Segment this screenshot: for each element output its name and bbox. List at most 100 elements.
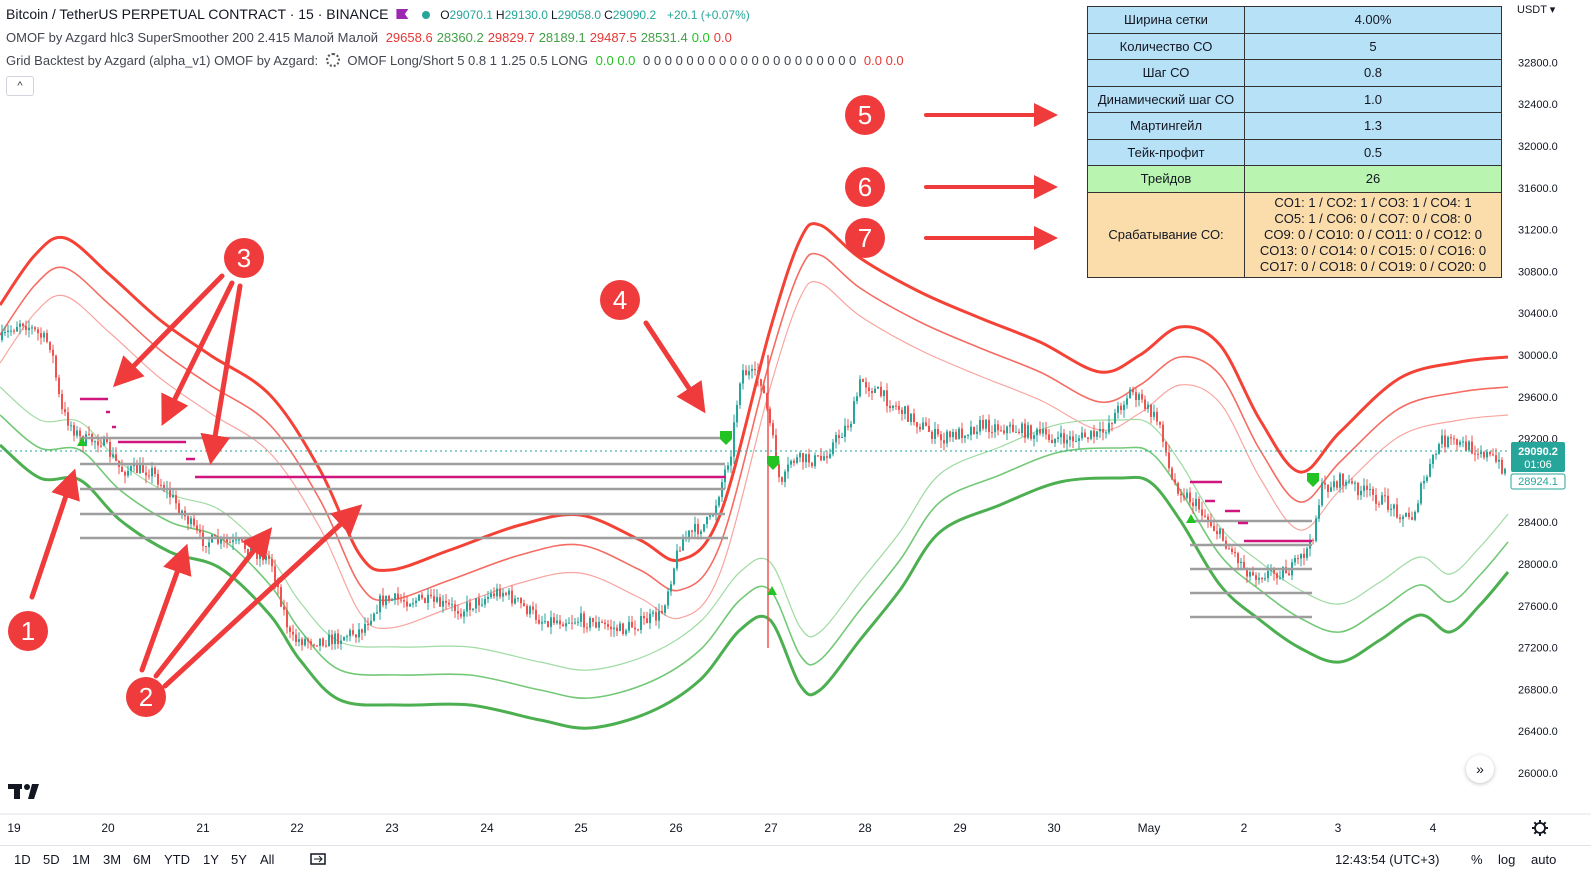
candle-body	[1471, 441, 1473, 454]
time-axis-label: 2	[1241, 821, 1248, 835]
candle-body	[520, 597, 522, 604]
currency-selector[interactable]: USDT ▾	[1517, 4, 1556, 16]
candle-body	[1054, 438, 1056, 444]
price-axis-label: 30400.0	[1518, 308, 1558, 320]
candle-body	[1267, 570, 1269, 579]
percent-toggle[interactable]: %	[1471, 852, 1483, 867]
candle-body	[727, 465, 729, 470]
ohlc-key: H	[495, 8, 505, 22]
candle-body	[1243, 561, 1245, 569]
timeframe-5y[interactable]: 5Y	[231, 852, 247, 867]
param-value: 1.0	[1244, 85, 1502, 113]
candle-body	[907, 406, 909, 422]
indicator1-legend[interactable]: OMOF by Azgard hlc3 SuperSmoother 200 2.…	[6, 30, 740, 45]
annotation-number: 2	[139, 682, 153, 712]
timeframe-1d[interactable]: 1D	[14, 852, 31, 867]
candle-body	[880, 386, 882, 397]
tradingview-logo[interactable]	[8, 782, 46, 808]
candle-body	[1339, 473, 1341, 488]
candle-body	[1321, 482, 1323, 506]
candle-body	[55, 355, 57, 378]
compare-button[interactable]	[310, 852, 328, 869]
candle-body	[883, 390, 885, 397]
candle-body	[634, 627, 636, 630]
candle-body	[94, 441, 96, 443]
params-row: Шаг СО 0.8	[1087, 59, 1502, 87]
candle-body	[631, 621, 633, 628]
timeframe-1m[interactable]: 1M	[72, 852, 91, 867]
param-value: 0.8	[1244, 59, 1502, 87]
candle-body	[442, 600, 444, 607]
candle-body	[37, 329, 39, 334]
candle-body	[664, 605, 666, 613]
last-price-text: 29090.2	[1518, 446, 1558, 458]
long-signal-marker	[767, 586, 777, 595]
candle-body	[679, 550, 681, 552]
candle-body	[691, 530, 693, 532]
candle-body	[964, 435, 966, 438]
candle-body	[1504, 468, 1506, 474]
candle-body	[796, 457, 798, 463]
candle-body	[40, 333, 42, 338]
param-value: 1.3	[1244, 112, 1502, 140]
candle-body	[895, 405, 897, 407]
upper-band-outer-line	[0, 222, 1509, 572]
candle-body	[913, 413, 915, 423]
candle-body	[595, 622, 597, 628]
candle-body	[1096, 431, 1098, 437]
candle-body	[1216, 530, 1218, 535]
indicator2-values-a: 0.0 0.0	[595, 53, 636, 68]
symbol-title[interactable]: Bitcoin / TetherUS PERPETUAL CONTRACT · …	[6, 6, 389, 22]
candle-body	[19, 323, 21, 327]
double-chevron-right-icon: »	[1476, 761, 1484, 777]
timeframe-5d[interactable]: 5D	[43, 852, 60, 867]
ohlc-key: C	[604, 8, 613, 22]
timeframe-all[interactable]: All	[260, 852, 275, 867]
candle-body	[1288, 573, 1290, 576]
candle-body	[1105, 432, 1107, 434]
candle-body	[838, 435, 840, 438]
candle-body	[787, 464, 789, 472]
ohlc-value: 29070.1	[449, 8, 493, 22]
indicator1-value: 0.0	[713, 30, 732, 45]
candle-body	[1363, 485, 1365, 491]
candle-body	[106, 437, 108, 443]
timeframe-1y[interactable]: 1Y	[203, 852, 219, 867]
candle-body	[1108, 423, 1110, 433]
candle-body	[1159, 421, 1161, 425]
params-row: Количество СО 5	[1087, 32, 1502, 60]
log-toggle[interactable]: log	[1498, 852, 1516, 867]
annotation-circle	[845, 95, 885, 135]
candle-body	[1399, 517, 1401, 520]
candle-body	[1408, 512, 1410, 518]
candle-body	[481, 604, 483, 606]
indicator2-legend[interactable]: Grid Backtest by Azgard (alpha_v1) OMOF …	[6, 53, 908, 68]
symbol-legend[interactable]: Bitcoin / TetherUS PERPETUAL CONTRACT · …	[6, 6, 754, 22]
candle-body	[1279, 577, 1281, 579]
candle-body	[274, 566, 276, 582]
scroll-to-realtime-button[interactable]: »	[1466, 755, 1494, 783]
timeframe-ytd[interactable]: YTD	[164, 852, 190, 867]
candle-body	[589, 618, 591, 628]
timeframe-6m[interactable]: 6M	[133, 852, 152, 867]
time-axis-label: 19	[7, 821, 21, 835]
param-value: 4.00%	[1244, 6, 1502, 34]
short-signal-marker	[1307, 473, 1319, 487]
clock-time[interactable]: 12:43:54 (UTC+3)	[1335, 852, 1440, 867]
time-axis-label: 24	[480, 821, 494, 835]
candle-body	[322, 638, 324, 646]
auto-toggle[interactable]: auto	[1531, 852, 1557, 867]
candle-body	[568, 622, 570, 624]
gear-tooth	[1533, 830, 1538, 835]
candle-body	[112, 454, 114, 457]
time-axis-label: 28	[858, 821, 872, 835]
candle-body	[1312, 539, 1314, 541]
candle-body	[778, 464, 780, 478]
candle-body	[490, 593, 492, 598]
candle-body	[862, 379, 864, 382]
timeframe-3m[interactable]: 3M	[103, 852, 122, 867]
collapse-legend-button[interactable]: ^	[6, 76, 34, 96]
candle-body	[1303, 553, 1305, 558]
annotation-number: 4	[613, 285, 627, 315]
